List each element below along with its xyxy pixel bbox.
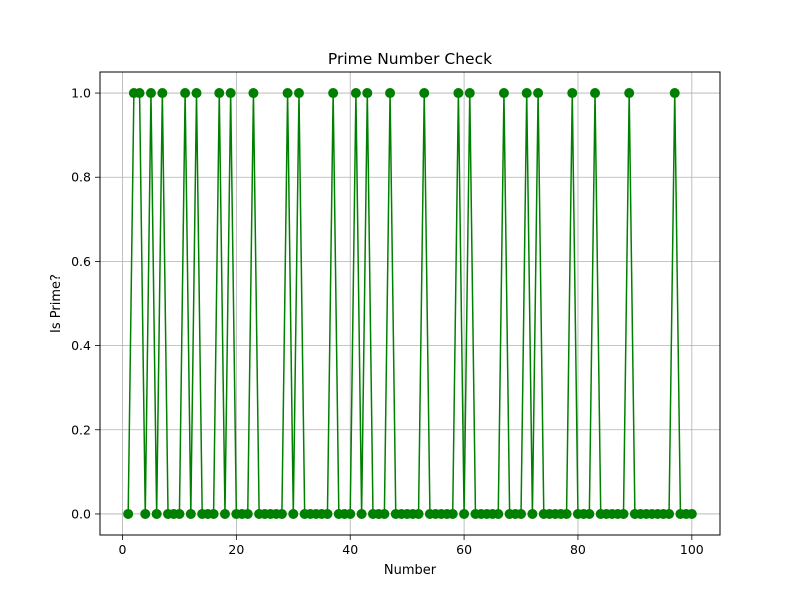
data-point [145, 88, 156, 99]
data-series [123, 88, 697, 519]
x-tick-label: 40 [342, 542, 358, 557]
data-point [180, 88, 191, 99]
x-tick-label: 100 [680, 542, 704, 557]
y-tick-label: 0.4 [71, 338, 91, 353]
data-point [447, 508, 458, 519]
data-point [521, 88, 532, 99]
data-point [493, 508, 504, 519]
data-point [686, 508, 697, 519]
data-point [214, 88, 225, 99]
data-point [385, 88, 396, 99]
data-point [134, 88, 145, 99]
data-point [140, 508, 151, 519]
grid [100, 72, 720, 535]
plot-frame [99, 71, 721, 536]
data-point [248, 88, 259, 99]
x-tick-label: 80 [570, 542, 586, 557]
data-point [157, 88, 168, 99]
data-point [350, 88, 361, 99]
data-point [419, 88, 430, 99]
data-point [293, 88, 304, 99]
data-point [561, 508, 572, 519]
data-point [288, 508, 299, 519]
data-point [356, 508, 367, 519]
data-point [151, 508, 162, 519]
data-point [669, 88, 680, 99]
data-point [584, 508, 595, 519]
data-point [464, 88, 475, 99]
data-point [191, 88, 202, 99]
data-point [225, 88, 236, 99]
data-point [567, 88, 578, 99]
x-tick-label: 20 [228, 542, 244, 557]
data-point [459, 508, 470, 519]
data-point [516, 508, 527, 519]
plot-area [100, 72, 720, 535]
data-point [276, 508, 287, 519]
x-tick-label: 60 [456, 542, 472, 557]
data-point [498, 88, 509, 99]
data-point [282, 88, 293, 99]
data-point [379, 508, 390, 519]
data-point [533, 88, 544, 99]
data-point [664, 508, 675, 519]
data-point [328, 88, 339, 99]
data-point [362, 88, 373, 99]
data-point [219, 508, 230, 519]
data-point [618, 508, 629, 519]
y-tick-label: 0.0 [71, 506, 91, 521]
data-point [208, 508, 219, 519]
y-axis-label: Is Prime? [49, 274, 64, 333]
x-axis-label: Number [384, 563, 437, 578]
data-point [242, 508, 253, 519]
data-point [413, 508, 424, 519]
chart-title: Prime Number Check [328, 50, 492, 68]
data-point [527, 508, 538, 519]
data-point [185, 508, 196, 519]
axis-ticks: 0 20 40 60 80 100 0.0 0.2 0.4 0.6 0.8 1.0 [71, 86, 704, 557]
data-point [123, 508, 134, 519]
data-point [590, 88, 601, 99]
x-tick-label: 0 [119, 542, 127, 557]
data-point [453, 88, 464, 99]
data-point [322, 508, 333, 519]
y-tick-label: 0.8 [71, 170, 91, 185]
y-tick-label: 1.0 [71, 86, 91, 101]
data-point [624, 88, 635, 99]
y-tick-label: 0.6 [71, 254, 91, 269]
y-tick-label: 0.2 [71, 422, 91, 437]
data-point [345, 508, 356, 519]
data-point [174, 508, 185, 519]
